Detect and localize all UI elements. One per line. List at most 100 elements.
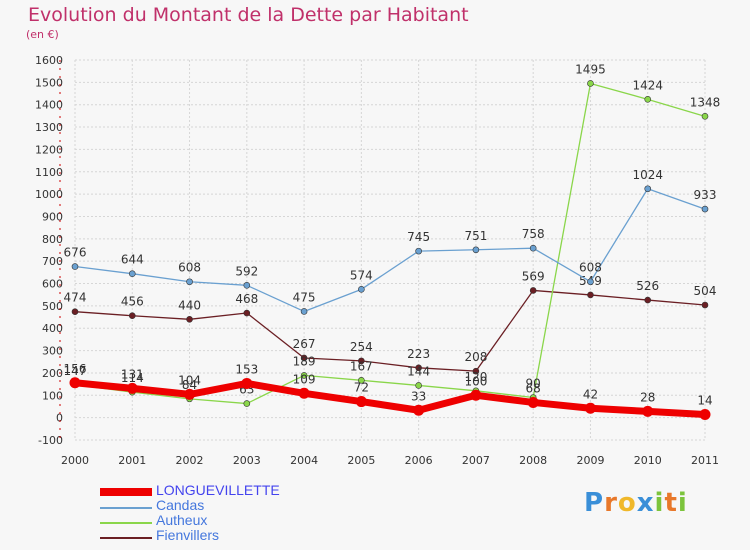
data-point xyxy=(415,364,422,372)
data-point xyxy=(587,278,594,286)
data-point xyxy=(529,244,537,252)
data-label: 592 xyxy=(235,264,258,278)
series-line-autheux xyxy=(74,82,706,405)
data-label: 1495 xyxy=(575,62,606,76)
data-label: 504 xyxy=(694,284,717,298)
y-tick-label: 700 xyxy=(42,255,63,268)
data-label: 468 xyxy=(235,292,258,306)
x-tick-label: 2007 xyxy=(462,454,490,467)
x-tick-label: 2006 xyxy=(405,454,433,467)
data-point xyxy=(243,309,251,317)
data-point xyxy=(300,372,308,379)
data-label: 167 xyxy=(350,359,373,373)
data-label: 526 xyxy=(636,279,659,293)
data-point xyxy=(587,80,594,87)
data-label: 114 xyxy=(121,371,144,385)
data-label: 144 xyxy=(407,364,430,378)
legend-label: LONGUEVILLETTE xyxy=(156,482,280,498)
data-point xyxy=(241,377,253,389)
data-point xyxy=(701,205,709,213)
data-point xyxy=(71,308,79,315)
data-label: 758 xyxy=(522,227,545,241)
legend-swatch xyxy=(100,488,152,496)
brand-letter: x xyxy=(636,488,655,518)
data-label: 109 xyxy=(293,372,316,386)
series-line-fienvillers xyxy=(74,289,706,372)
data-label: 68 xyxy=(526,381,541,395)
y-tick-label: 300 xyxy=(42,345,63,358)
data-label: 189 xyxy=(293,354,316,368)
brand-letter: i xyxy=(677,488,688,518)
data-point xyxy=(587,291,594,299)
x-tick-label: 2011 xyxy=(691,454,719,467)
data-point xyxy=(300,354,308,362)
data-point xyxy=(69,377,81,389)
data-label: 1024 xyxy=(632,168,663,182)
data-label: 745 xyxy=(407,230,430,244)
data-point xyxy=(300,308,308,315)
data-label: 147 xyxy=(64,364,87,378)
data-label: 120 xyxy=(464,370,487,384)
data-label: 440 xyxy=(178,298,201,312)
data-label: 608 xyxy=(178,261,201,275)
data-point xyxy=(128,312,136,320)
series-line-candas xyxy=(74,188,706,313)
brand-letter: t xyxy=(664,488,678,518)
data-label: 933 xyxy=(694,188,717,202)
data-label: 608 xyxy=(579,261,602,275)
y-tick-label: -100 xyxy=(38,434,63,447)
data-point xyxy=(71,263,79,270)
x-tick-label: 2000 xyxy=(61,454,89,467)
legend-swatch xyxy=(100,522,152,524)
data-label: 14 xyxy=(697,394,712,408)
legend-label: Autheux xyxy=(156,512,208,528)
data-label: 208 xyxy=(464,350,487,364)
plot-area: -100 0 100 200 300 400 500 600 700 800 900 1000 1100… xyxy=(35,54,721,467)
data-point xyxy=(527,396,539,408)
data-label: 751 xyxy=(464,229,487,243)
legend-swatch xyxy=(100,507,152,509)
data-point xyxy=(128,270,136,277)
data-point xyxy=(415,382,422,389)
data-label: 1348 xyxy=(690,95,721,109)
y-tick-label: 1100 xyxy=(35,166,63,179)
data-label: 84 xyxy=(182,378,197,392)
data-point xyxy=(470,389,482,401)
data-point xyxy=(699,409,711,421)
data-label: 267 xyxy=(293,337,316,351)
y-tick-label: 600 xyxy=(42,278,63,291)
data-point xyxy=(644,185,652,193)
data-point xyxy=(472,246,480,254)
data-label: 153 xyxy=(235,362,258,376)
data-point xyxy=(186,278,193,286)
data-point xyxy=(584,402,596,414)
data-point xyxy=(358,377,365,384)
data-point xyxy=(358,286,365,293)
y-tick-label: 400 xyxy=(42,322,63,335)
y-tick-label: 0 xyxy=(56,412,63,425)
data-point xyxy=(243,282,251,289)
x-tick-label: 2002 xyxy=(176,454,204,467)
y-tick-label: 1400 xyxy=(35,99,63,112)
data-point xyxy=(644,96,652,103)
y-tick-label: 200 xyxy=(42,367,63,380)
legend-label: Candas xyxy=(156,497,205,513)
data-label: 42 xyxy=(583,387,598,401)
y-tick-label: 800 xyxy=(42,233,63,246)
legend-label: Fienvillers xyxy=(156,527,220,543)
chart-unit-label: (en €) xyxy=(26,28,59,41)
y-tick-label: 1600 xyxy=(35,54,63,67)
data-label: 1424 xyxy=(632,78,663,92)
x-tick-label: 2005 xyxy=(347,454,375,467)
data-label: 72 xyxy=(354,381,369,395)
data-point xyxy=(355,396,367,408)
data-label: 569 xyxy=(522,269,545,283)
data-point xyxy=(415,247,422,255)
data-label: 254 xyxy=(350,340,373,354)
data-label: 644 xyxy=(121,253,144,267)
data-point xyxy=(701,301,709,309)
data-label: 131 xyxy=(121,367,144,381)
data-label: 104 xyxy=(178,373,201,387)
data-label: 475 xyxy=(293,290,316,304)
